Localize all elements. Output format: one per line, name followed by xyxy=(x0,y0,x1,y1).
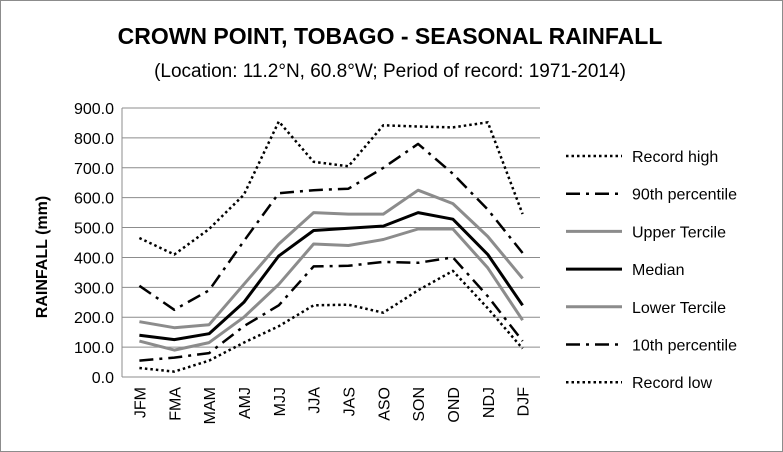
y-tick-label: 600.0 xyxy=(74,191,114,208)
series-line-record-low xyxy=(139,269,524,373)
x-tick-label: JFM xyxy=(132,387,149,418)
x-tick-label: JJA xyxy=(307,387,324,414)
series-line-record-high xyxy=(138,120,524,256)
x-tick-labels: JFM FMA MAM AMJ MJJ JJA JAS ASO SON OND NDJ DJF xyxy=(132,387,532,425)
chart-subtitle: (Location: 11.2°N, 60.8°W; Period of rec… xyxy=(154,61,626,82)
y-tick-label: 100.0 xyxy=(74,340,114,357)
y-tick-labels: 0.0 100.0 200.0 300.0 400.0 500.0 600.0 700.0 80… xyxy=(74,101,114,387)
y-tick-label: 400.0 xyxy=(74,250,114,267)
x-tick-label: OND xyxy=(446,387,463,423)
legend-label: Median xyxy=(632,262,684,279)
legend-label: Record low xyxy=(632,375,712,392)
y-tick-label: 500.0 xyxy=(74,221,114,238)
x-tick-label: SON xyxy=(411,387,428,422)
series-line-90th-percentile xyxy=(138,142,524,312)
x-tick-label: NDJ xyxy=(481,387,498,418)
series-line-lower-tercile xyxy=(139,227,524,352)
x-tick-label: DJF xyxy=(516,387,533,417)
series-line-10th-percentile xyxy=(139,256,524,362)
x-tick-label: MJJ xyxy=(272,387,289,416)
x-tick-label: MAM xyxy=(202,387,219,424)
y-tick-label: 700.0 xyxy=(74,161,114,178)
x-tick-label: AMJ xyxy=(237,387,254,419)
legend-label: Lower Tercile xyxy=(632,300,726,317)
legend: Record high 90th percentile Upper Tercile M… xyxy=(566,149,737,392)
x-tick-label: JAS xyxy=(341,387,358,416)
x-tick-label: FMA xyxy=(167,387,184,421)
legend-label: 10th percentile xyxy=(632,338,737,355)
series-line-median xyxy=(139,211,524,342)
y-tick-label: 800.0 xyxy=(74,131,114,148)
x-tick-label: ASO xyxy=(376,387,393,421)
series-line-upper-tercile xyxy=(139,188,524,330)
legend-label: 90th percentile xyxy=(632,187,737,204)
series-lines xyxy=(138,120,524,373)
y-axis-label: RAINFALL (mm) xyxy=(34,196,51,318)
gridlines xyxy=(121,107,540,378)
legend-label: Upper Tercile xyxy=(632,224,726,241)
y-tick-label: 0.0 xyxy=(92,370,114,387)
legend-label: Record high xyxy=(632,149,718,166)
y-tick-label: 900.0 xyxy=(74,101,114,118)
y-tick-label: 200.0 xyxy=(74,310,114,327)
chart-title: CROWN POINT, TOBAGO - SEASONAL RAINFALL xyxy=(118,23,663,49)
y-tick-label: 300.0 xyxy=(74,280,114,297)
